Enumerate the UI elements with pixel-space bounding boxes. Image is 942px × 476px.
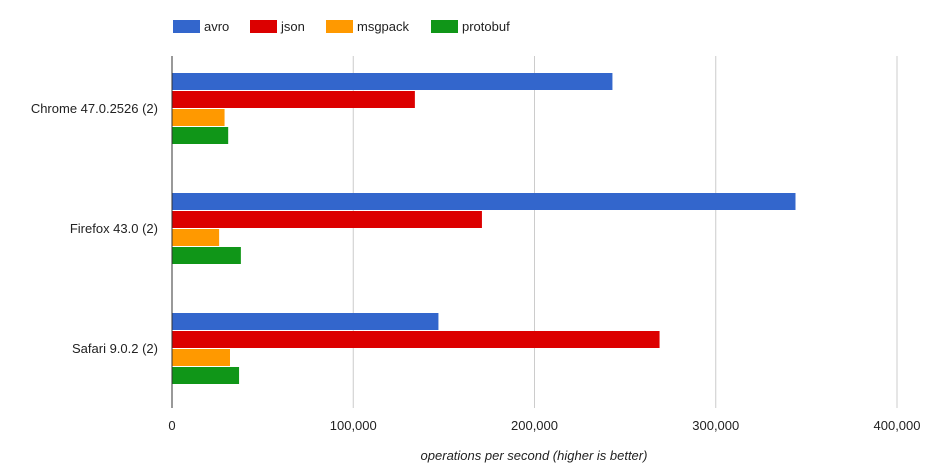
legend-swatch-avro [173, 20, 200, 33]
bar-msgpack [172, 229, 220, 246]
x-axis-title: operations per second (higher is better) [421, 448, 648, 463]
bar-protobuf [172, 127, 229, 144]
bar-avro [172, 193, 796, 210]
x-tick-label: 100,000 [330, 418, 377, 433]
bar-avro [172, 313, 439, 330]
category-label: Chrome 47.0.2526 (2) [31, 101, 158, 116]
x-tick-labels: 0 100,000 200,000 300,000 400,000 [168, 418, 920, 433]
bar-msgpack [172, 109, 225, 126]
bar-protobuf [172, 247, 241, 264]
grid-lines [352, 56, 898, 408]
x-tick-label: 200,000 [511, 418, 558, 433]
legend-label-msgpack: msgpack [357, 19, 410, 34]
category-labels: Chrome 47.0.2526 (2) Firefox 43.0 (2) Safa… [31, 101, 158, 356]
bar-json [172, 331, 660, 348]
x-tick-label: 300,000 [692, 418, 739, 433]
legend-label-protobuf: protobuf [462, 19, 510, 34]
bar-json [172, 211, 482, 228]
legend: avro json msgpack protobuf [173, 19, 510, 34]
legend-swatch-protobuf [431, 20, 458, 33]
x-tick-label: 400,000 [874, 418, 921, 433]
legend-label-avro: avro [204, 19, 229, 34]
category-label: Safari 9.0.2 (2) [72, 341, 158, 356]
bar-avro [172, 73, 613, 90]
bars [172, 73, 796, 384]
bar-json [172, 91, 415, 108]
legend-swatch-msgpack [326, 20, 353, 33]
bar-msgpack [172, 349, 230, 366]
legend-swatch-json [250, 20, 277, 33]
bar-protobuf [172, 367, 240, 384]
category-label: Firefox 43.0 (2) [70, 221, 158, 236]
legend-label-json: json [280, 19, 305, 34]
x-tick-label: 0 [168, 418, 175, 433]
